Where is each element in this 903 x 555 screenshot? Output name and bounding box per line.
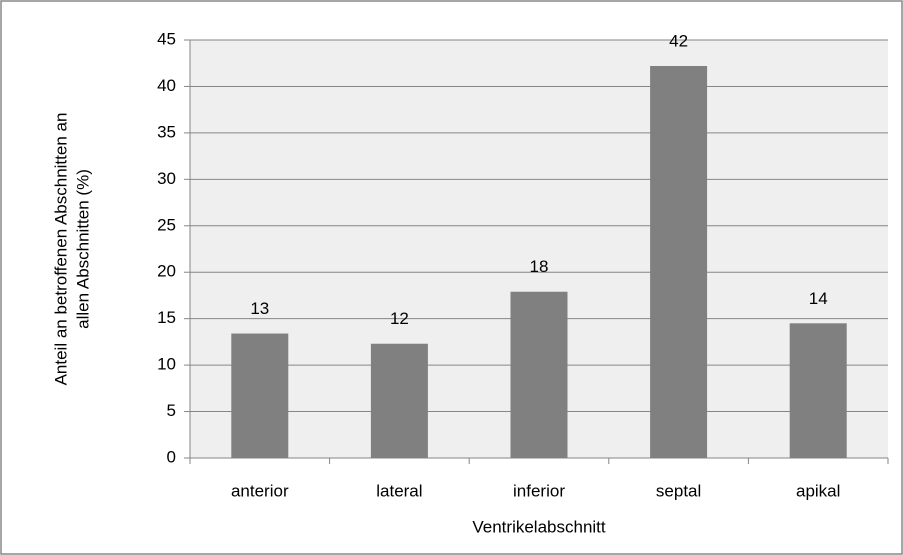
y-axis-title-line: Anteil an betroffenen Abschnitten an [51,113,70,386]
x-tick-label: lateral [376,481,422,500]
y-axis-title-line: allen Abschnitten (%) [73,169,92,329]
y-tick-label: 25 [157,215,176,234]
y-tick-label: 45 [157,29,176,48]
bar [650,66,708,459]
y-tick-label: 35 [157,122,176,141]
bar [231,333,289,458]
y-tick-label: 0 [167,447,176,466]
y-tick-label: 10 [157,355,176,374]
y-tick-label: 15 [157,308,176,327]
x-tick-label: apikal [796,481,840,500]
x-tick-label: septal [656,481,701,500]
y-tick-label: 20 [157,262,176,281]
value-label: 42 [669,31,688,50]
y-tick-label: 30 [157,169,176,188]
y-tick-label: 40 [157,76,176,95]
value-label: 14 [809,289,828,308]
value-label: 18 [530,257,549,276]
value-label: 13 [250,299,269,318]
y-axis-title: Anteil an betroffenen Abschnitten an all… [51,113,92,386]
value-label: 12 [390,309,409,328]
x-tick-label: anterior [231,481,289,500]
bar [370,343,428,458]
x-axis-title: Ventrikelabschnitt [472,517,606,536]
bar [789,323,847,458]
x-tick-label: inferior [513,481,565,500]
y-tick-label: 5 [167,401,176,420]
bar [510,291,568,458]
